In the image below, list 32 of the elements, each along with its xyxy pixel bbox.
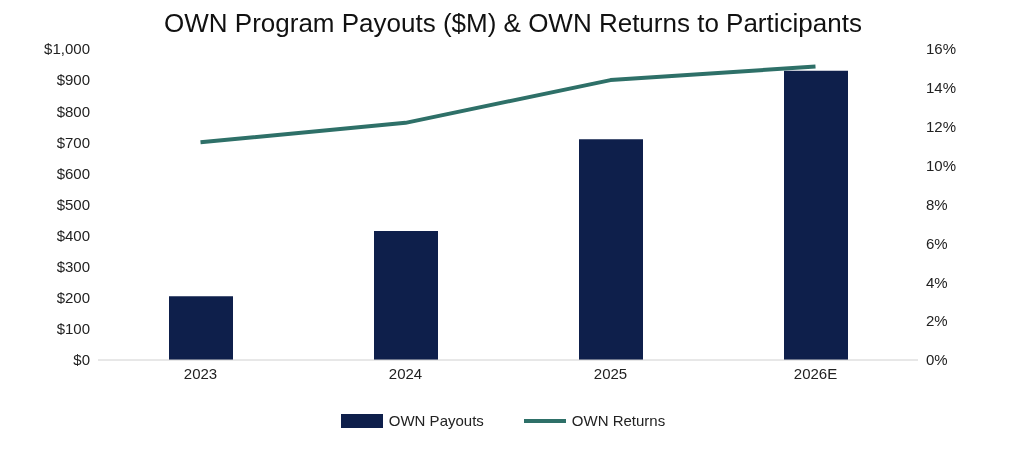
y-tick-label: $1,000: [44, 40, 90, 58]
y-tick-label: $200: [56, 289, 90, 307]
line-series: [198, 64, 818, 145]
y-tick-label: $300: [56, 258, 90, 276]
y-tick-label: $600: [56, 164, 90, 182]
y2-tick-label: 6%: [926, 234, 948, 252]
y-tick-label: $700: [56, 133, 90, 151]
y2-tick-label: 16%: [926, 40, 957, 58]
y-tick-label: $100: [56, 320, 90, 338]
y-tick-label: $500: [56, 195, 90, 213]
chart-title: OWN Program Payouts ($M) & OWN Returns to Participants: [163, 8, 863, 39]
x-tick-label: 2023: [183, 364, 218, 382]
y2-tick-label: 4%: [926, 273, 948, 291]
y2-tick-label: 2%: [926, 312, 948, 330]
y-tick-label: $0: [73, 351, 90, 369]
bar: [784, 70, 848, 360]
y2-tick-label: 10%: [926, 156, 957, 174]
y2-tick-label: 12%: [926, 118, 957, 136]
x-tick-label: 2024: [388, 364, 423, 382]
legend-label: OWN Returns: [571, 412, 666, 429]
y2-tick-label: 8%: [926, 195, 948, 213]
y-tick-label: $400: [56, 226, 90, 244]
y2-tick-label: 14%: [926, 79, 957, 97]
y2-tick-label: 0%: [926, 351, 948, 369]
x-tick-label: 2026E: [793, 364, 838, 382]
bar: [579, 139, 643, 360]
legend-label: OWN Payouts: [388, 412, 484, 429]
y-tick-label: $800: [56, 102, 90, 120]
x-tick-label: 2025: [593, 364, 628, 382]
bar: [374, 230, 438, 360]
y-tick-label: $900: [56, 71, 90, 89]
bar: [169, 296, 233, 360]
